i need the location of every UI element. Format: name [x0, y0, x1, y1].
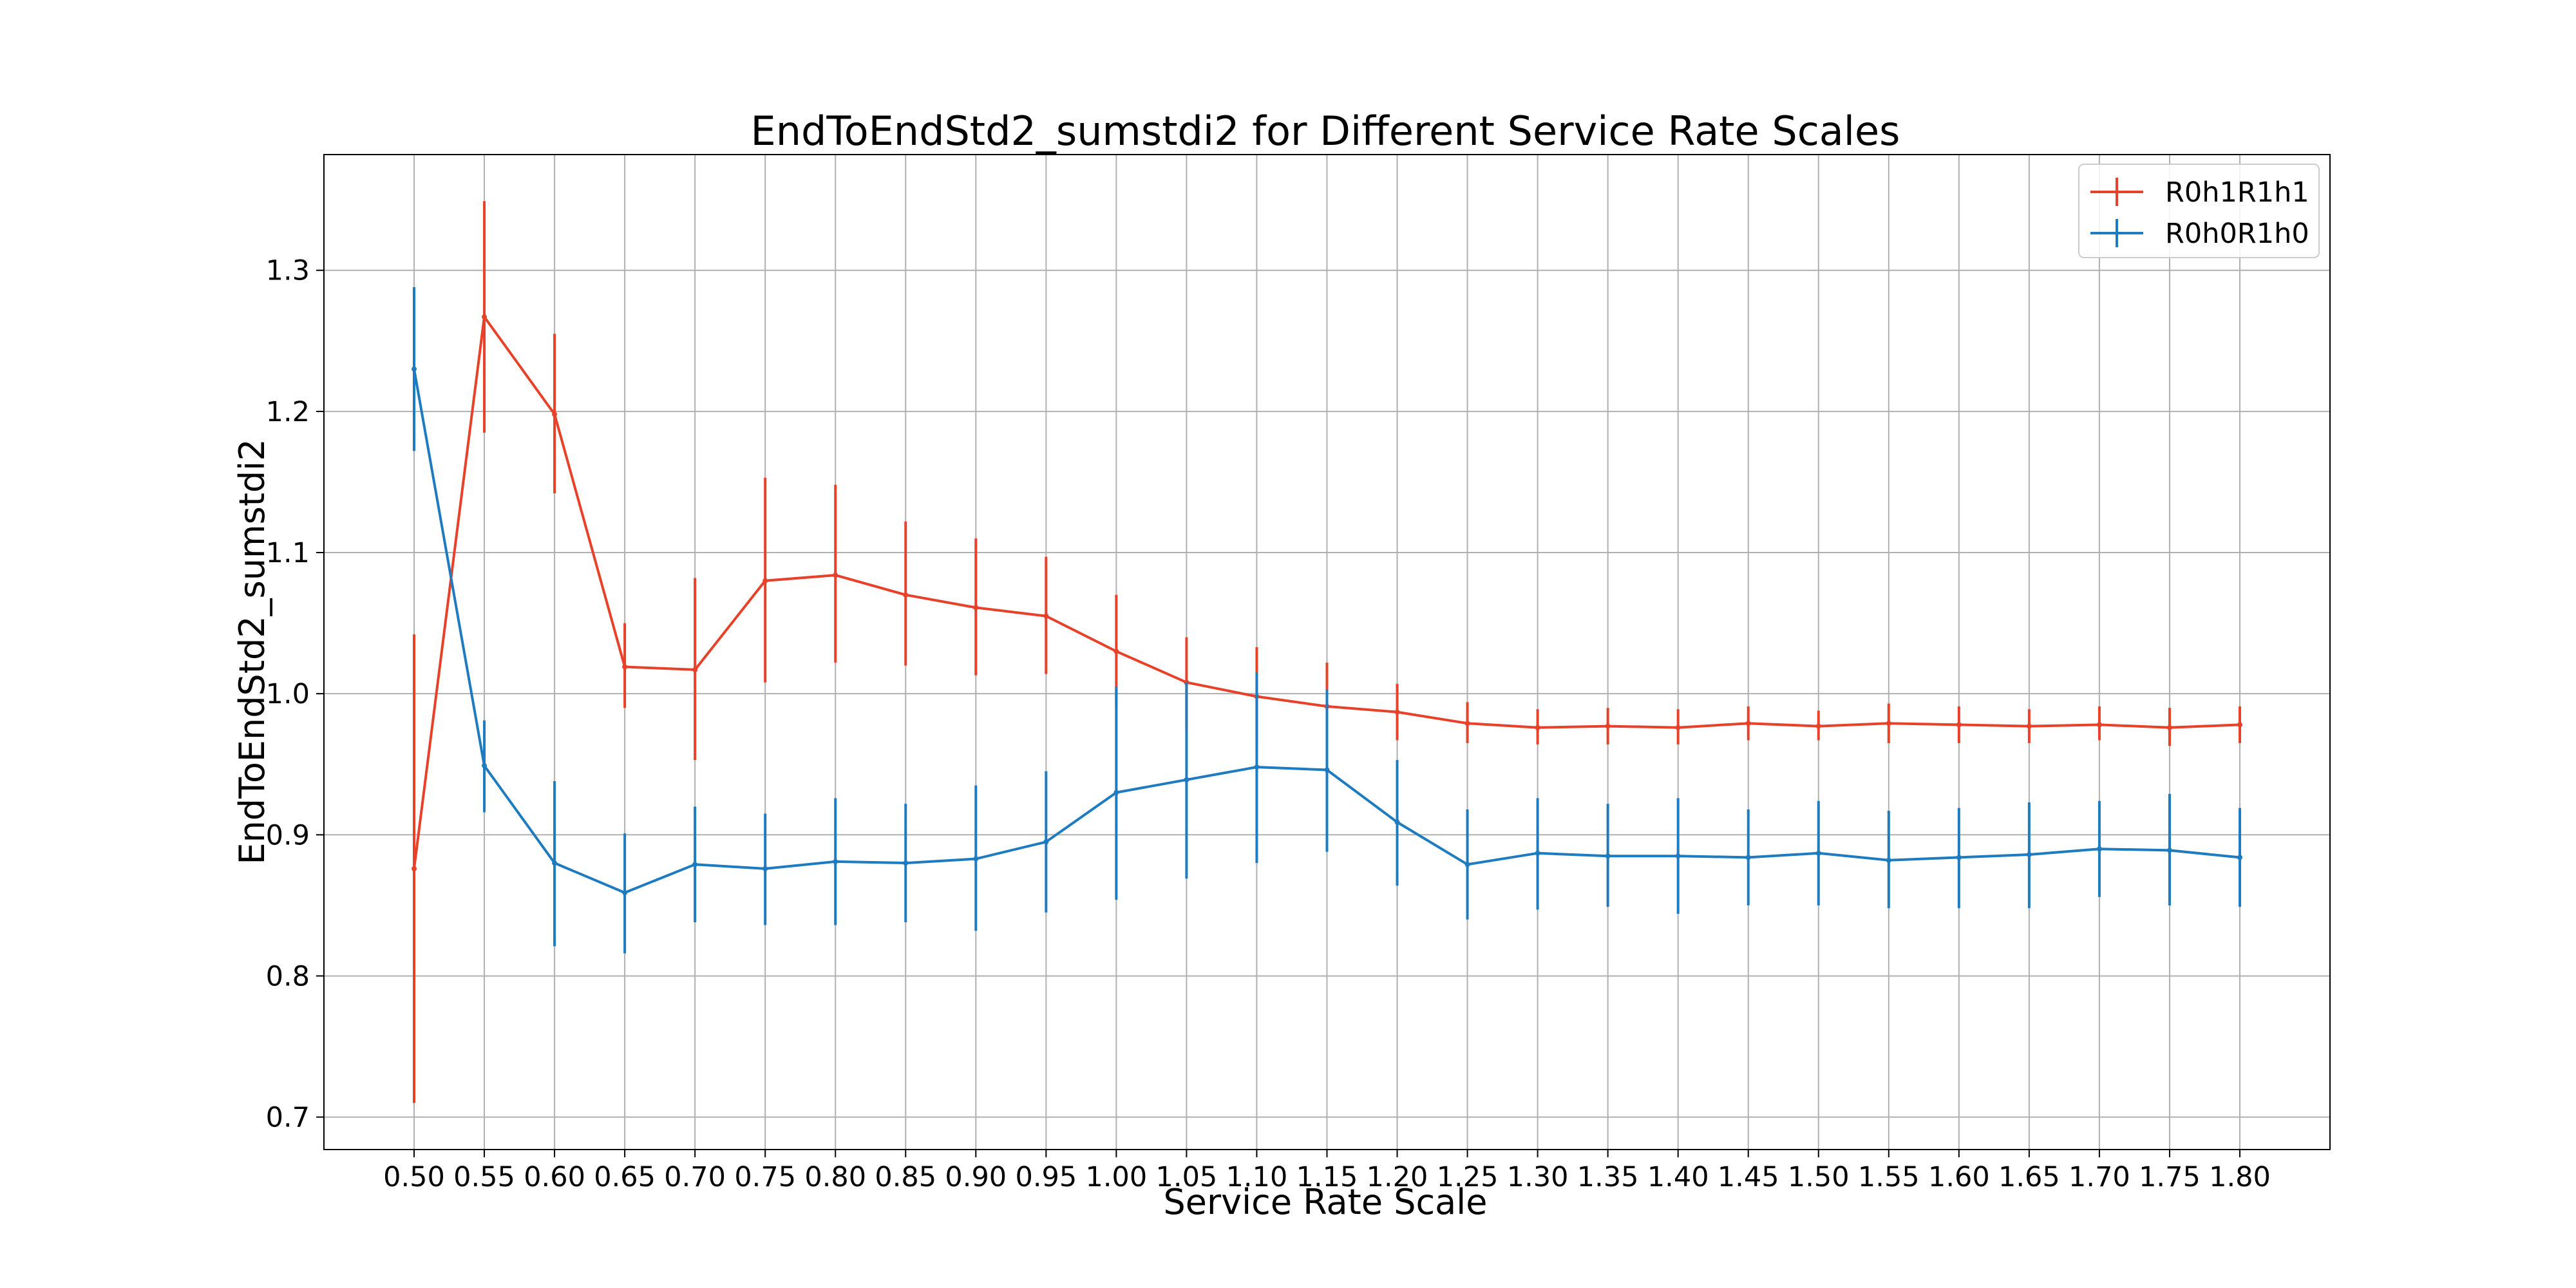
data-point [1886, 857, 1891, 863]
data-point [412, 866, 417, 871]
series-layer [412, 201, 2242, 1103]
data-point [1956, 722, 1962, 728]
data-point [833, 858, 838, 864]
x-tick-label: 0.70 [664, 1161, 726, 1193]
chart-title: EndToEndStd2_sumstdi2 for Different Serv… [751, 108, 1900, 155]
data-point [1043, 613, 1049, 619]
data-point [1184, 777, 1189, 782]
x-tick-label: 0.80 [804, 1161, 866, 1193]
data-point [973, 856, 979, 862]
x-tick-label: 1.45 [1718, 1161, 1779, 1193]
data-point [2166, 848, 2172, 853]
data-point [1324, 767, 1330, 773]
y-tick-label: 1.3 [266, 255, 310, 287]
legend-label: R0h1R1h1 [2165, 176, 2309, 209]
data-point [1815, 723, 1821, 729]
data-point [1394, 819, 1400, 825]
data-point [1043, 839, 1049, 845]
data-point [412, 366, 417, 372]
x-tick-label: 0.50 [383, 1161, 445, 1193]
data-point [2166, 724, 2172, 730]
x-tick-label: 1.70 [2069, 1161, 2130, 1193]
data-point [2026, 851, 2032, 857]
y-axis: 0.7 0.8 0.9 1.0 1.1 1.2 1.3 [266, 255, 324, 1134]
data-point [692, 667, 698, 672]
data-point [973, 605, 979, 611]
x-tick-label: 0.75 [734, 1161, 796, 1193]
x-tick-label: 0.65 [594, 1161, 656, 1193]
x-tick-label: 1.30 [1507, 1161, 1569, 1193]
x-tick-label: 1.00 [1086, 1161, 1148, 1193]
data-point [1675, 724, 1681, 730]
x-tick-label: 0.90 [945, 1161, 1007, 1193]
data-point [1464, 721, 1470, 726]
x-tick-label: 0.55 [453, 1161, 515, 1193]
data-point [2237, 855, 2242, 860]
x-tick-label: 0.95 [1015, 1161, 1077, 1193]
data-point [1394, 709, 1400, 715]
data-point [2026, 723, 2032, 729]
data-point [552, 860, 558, 866]
x-tick-label: 1.20 [1367, 1161, 1428, 1193]
data-point [1675, 853, 1681, 859]
data-point [1745, 721, 1751, 726]
data-point [2096, 722, 2102, 728]
x-tick-label: 1.10 [1226, 1161, 1288, 1193]
data-point [1745, 855, 1751, 860]
data-point [552, 412, 558, 417]
y-tick-label: 0.8 [266, 960, 310, 992]
data-point [482, 314, 488, 320]
data-point [1815, 850, 1821, 856]
data-point [1886, 721, 1891, 726]
legend-entry: R0h0R1h0 [2090, 218, 2309, 250]
data-point [1113, 649, 1119, 654]
legend-entry: R0h1R1h1 [2090, 176, 2309, 209]
data-point [762, 866, 768, 871]
x-tick-label: 1.35 [1577, 1161, 1639, 1193]
data-point [1956, 855, 1962, 860]
x-axis: 0.50 0.55 0.60 0.65 0.70 0.75 0.80 0.85 0.90 0.95… [383, 1150, 2271, 1193]
y-tick-label: 0.7 [266, 1102, 310, 1134]
data-point [762, 578, 768, 583]
data-point [2096, 846, 2102, 852]
x-tick-label: 1.60 [1928, 1161, 1990, 1193]
x-tick-label: 1.55 [1858, 1161, 1920, 1193]
data-point [622, 890, 628, 896]
x-tick-label: 1.50 [1788, 1161, 1850, 1193]
x-axis-title: Service Rate Scale [1163, 1182, 1487, 1222]
y-tick-label: 1.2 [266, 396, 310, 428]
x-tick-label: 1.75 [2139, 1161, 2201, 1193]
x-tick-label: 1.40 [1647, 1161, 1709, 1193]
legend-label: R0h0R1h0 [2165, 218, 2309, 250]
series-R0h0R1h0 [412, 287, 2242, 954]
data-point [692, 862, 698, 867]
data-point [1535, 850, 1540, 856]
x-tick-label: 0.85 [875, 1161, 936, 1193]
data-point [1464, 862, 1470, 867]
x-tick-label: 0.60 [524, 1161, 585, 1193]
data-point [622, 664, 628, 670]
data-point [482, 762, 488, 768]
y-tick-label: 1.1 [266, 537, 310, 569]
data-point [1605, 723, 1611, 729]
y-tick-label: 1.0 [266, 678, 310, 710]
y-tick-label: 0.9 [266, 819, 310, 851]
y-axis-title: EndToEndStd2_sumstdi2 [232, 439, 272, 864]
data-point [833, 573, 838, 578]
x-tick-label: 1.80 [2209, 1161, 2271, 1193]
legend: R0h1R1h1 R0h0R1h0 [2078, 164, 2320, 258]
data-point [903, 860, 909, 866]
x-tick-label: 1.65 [1998, 1161, 2060, 1193]
data-point [1605, 853, 1611, 859]
data-point [1535, 724, 1540, 730]
x-tick-label: 1.25 [1437, 1161, 1499, 1193]
x-tick-label: 1.05 [1156, 1161, 1218, 1193]
data-point [903, 592, 909, 598]
data-point [1113, 790, 1119, 795]
x-tick-label: 1.15 [1296, 1161, 1358, 1193]
data-point [1254, 764, 1260, 770]
data-point [2237, 722, 2242, 728]
